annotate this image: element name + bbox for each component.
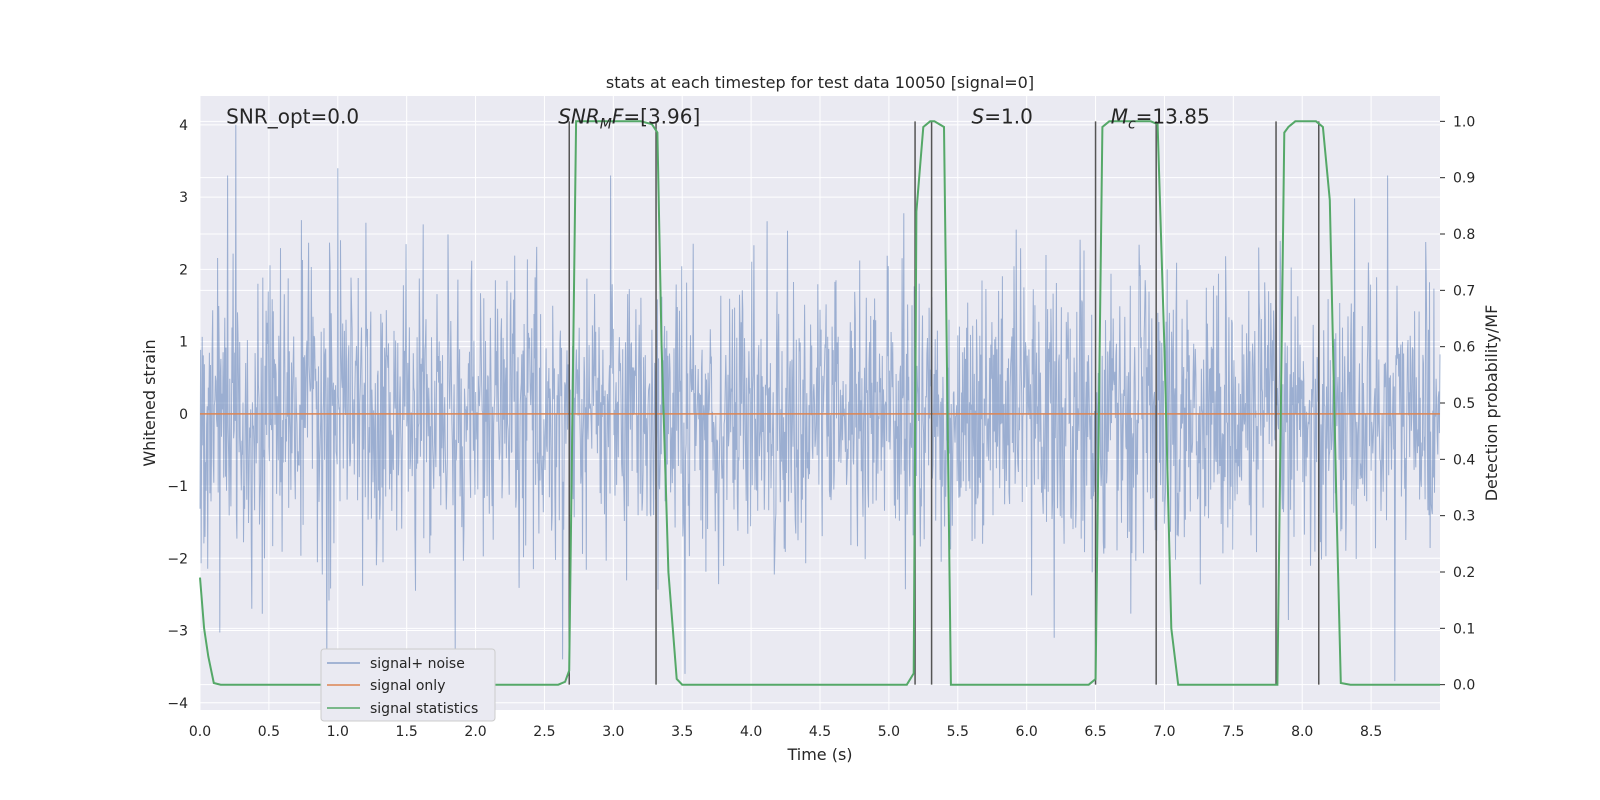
annotation-snr-mf: SNRMF=[3.96] [558,104,700,132]
x-tick-label: 3.0 [602,724,624,740]
series-signal-noise [199,124,1441,682]
x-tick-label: 5.0 [878,724,900,740]
y2-tick-label: 0.1 [1453,621,1475,637]
noise-layer [199,124,1441,682]
x-tick-label: 4.5 [809,724,831,740]
x-tick-label: 1.0 [327,724,349,740]
y-tick-label: 0 [179,407,188,423]
y2-tick-label: 1.0 [1453,114,1475,130]
x-tick-label: 0.0 [189,724,211,740]
annotation-mc-value: Mc=13.85 [1111,104,1210,132]
y-tick-label: −2 [167,551,188,567]
y-tick-label: 4 [179,118,188,134]
y-tick-label: 2 [179,262,188,278]
chart-title: stats at each timestep for test data 100… [606,73,1034,92]
legend-label-signal-only: signal only [370,678,445,694]
x-tick-label: 6.5 [1084,724,1106,740]
x-tick-labels: 0.0 0.5 1.0 1.5 2.0 2.5 3.0 3.5 4.0 4.5 5.0 5.5 6.0 6… [189,724,1382,740]
x-axis-label: Time (s) [786,745,852,764]
y-tick-label: −4 [167,696,188,712]
annotation-s-value: S=1.0 [972,104,1033,128]
y2-tick-label: 0.2 [1453,565,1475,581]
y2-axis-label: Detection probability/MF [1482,305,1501,502]
y2-tick-label: 0.6 [1453,340,1475,356]
y2-tick-label: 0.4 [1453,452,1475,468]
annotation-snr-opt: SNR_opt=0.0 [226,104,359,128]
x-tick-label: 2.5 [533,724,555,740]
annotations: SNR_opt=0.0 SNRMF=[3.96] S=1.0 Mc=13.85 [226,104,1210,132]
legend-label-signal-statistics: signal statistics [370,701,478,717]
y-axis-label: Whitened strain [140,339,159,466]
y2-tick-label: 0.7 [1453,283,1475,299]
x-tick-label: 2.0 [464,724,486,740]
x-tick-label: 5.5 [947,724,969,740]
x-tick-label: 4.0 [740,724,762,740]
legend: signal+ noise signal only signal statist… [320,648,496,722]
legend-box [320,648,496,722]
x-tick-label: 1.5 [396,724,418,740]
x-tick-label: 0.5 [258,724,280,740]
y-tick-label: −1 [167,479,188,495]
x-tick-label: 7.5 [1222,724,1244,740]
y2-tick-label: 0.9 [1453,171,1475,187]
y2-tick-label: 0.8 [1453,227,1475,243]
y2-tick-label: 0.0 [1453,678,1475,694]
y-tick-label: 1 [179,335,188,351]
x-tick-label: 6.0 [1016,724,1038,740]
x-tick-label: 7.0 [1153,724,1175,740]
y-tick-label: 3 [179,190,188,206]
x-tick-label: 8.0 [1291,724,1313,740]
y-tick-label: −3 [167,624,188,640]
x-tick-label: 8.5 [1360,724,1382,740]
y2-tick-labels: 1.0 0.9 0.8 0.7 0.6 0.5 0.4 0.3 0.2 0.1 0.0 [1440,114,1475,694]
y2-tick-label: 0.5 [1453,396,1475,412]
legend-label-signal-noise: signal+ noise [370,656,465,672]
stats-layer [199,120,1440,686]
y2-tick-label: 0.3 [1453,509,1475,525]
y-tick-labels: 4 3 2 1 0 −1 −2 −3 −4 [167,118,188,712]
series-signal-statistics [199,120,1440,686]
x-tick-label: 3.5 [671,724,693,740]
